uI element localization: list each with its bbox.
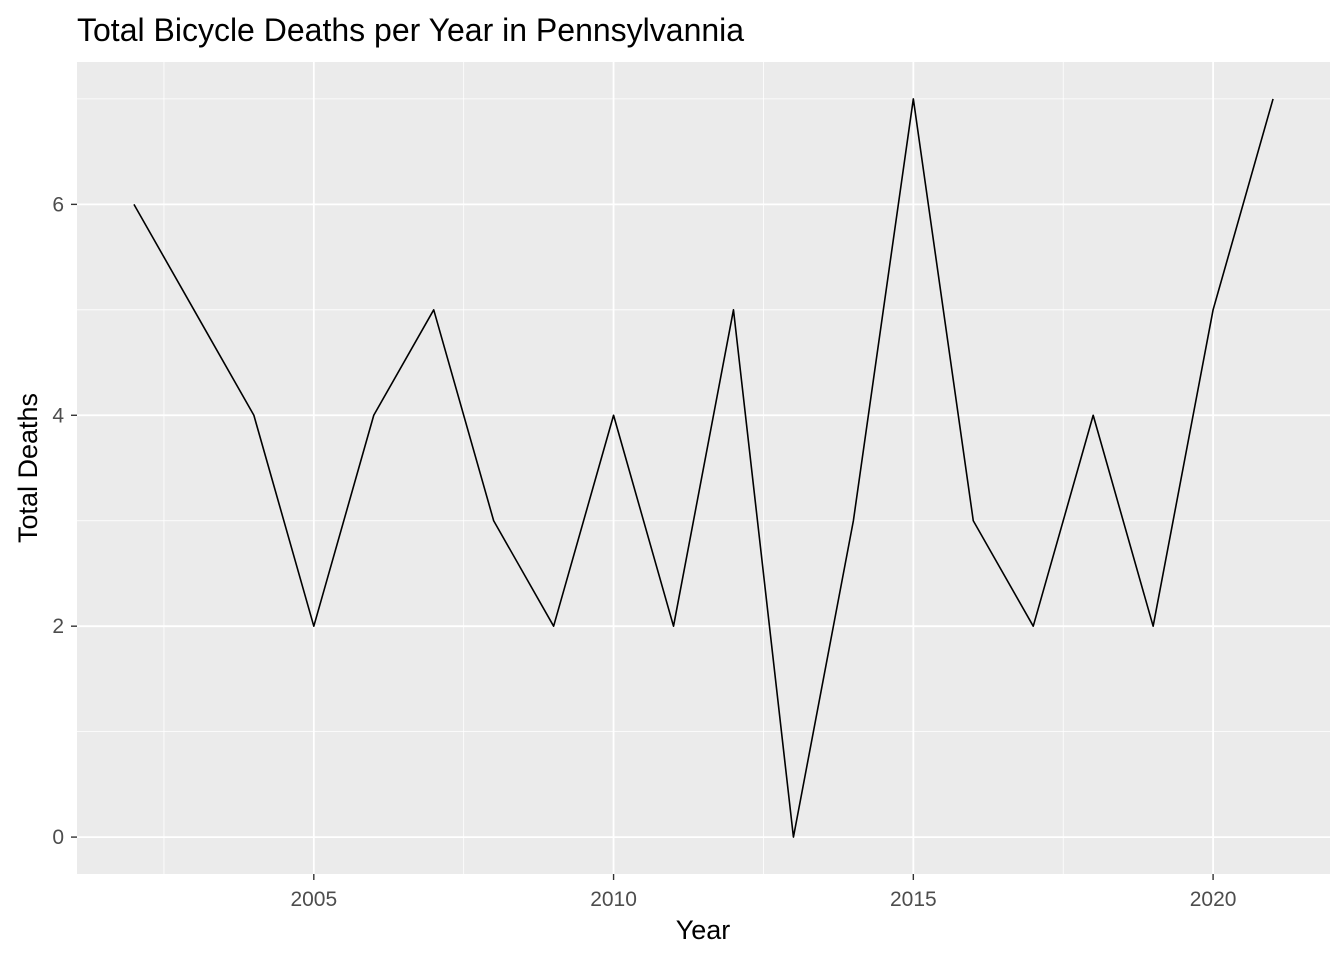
- y-tick-label: 4: [52, 404, 64, 427]
- minor-gridlines: [77, 62, 1330, 874]
- x-tick-label: 2010: [590, 888, 637, 911]
- series-layer: [133, 98, 1274, 838]
- y-tick-label: 0: [52, 826, 64, 849]
- y-axis-title: Total Deaths: [13, 393, 43, 543]
- y-tick-label: 6: [52, 193, 64, 216]
- x-axis-title: Year: [676, 915, 731, 945]
- x-axis: 2005 2010 2015 2020: [290, 874, 1236, 911]
- x-tick-label: 2015: [890, 888, 937, 911]
- x-tick-label: 2005: [290, 888, 337, 911]
- x-tick-label: 2020: [1190, 888, 1237, 911]
- y-axis: 0 2 4 6: [52, 193, 77, 849]
- chart-title: Total Bicycle Deaths per Year in Pennsyl…: [77, 12, 744, 48]
- series-line: [133, 98, 1274, 838]
- y-tick-label: 2: [52, 615, 64, 638]
- major-gridlines: [77, 62, 1330, 874]
